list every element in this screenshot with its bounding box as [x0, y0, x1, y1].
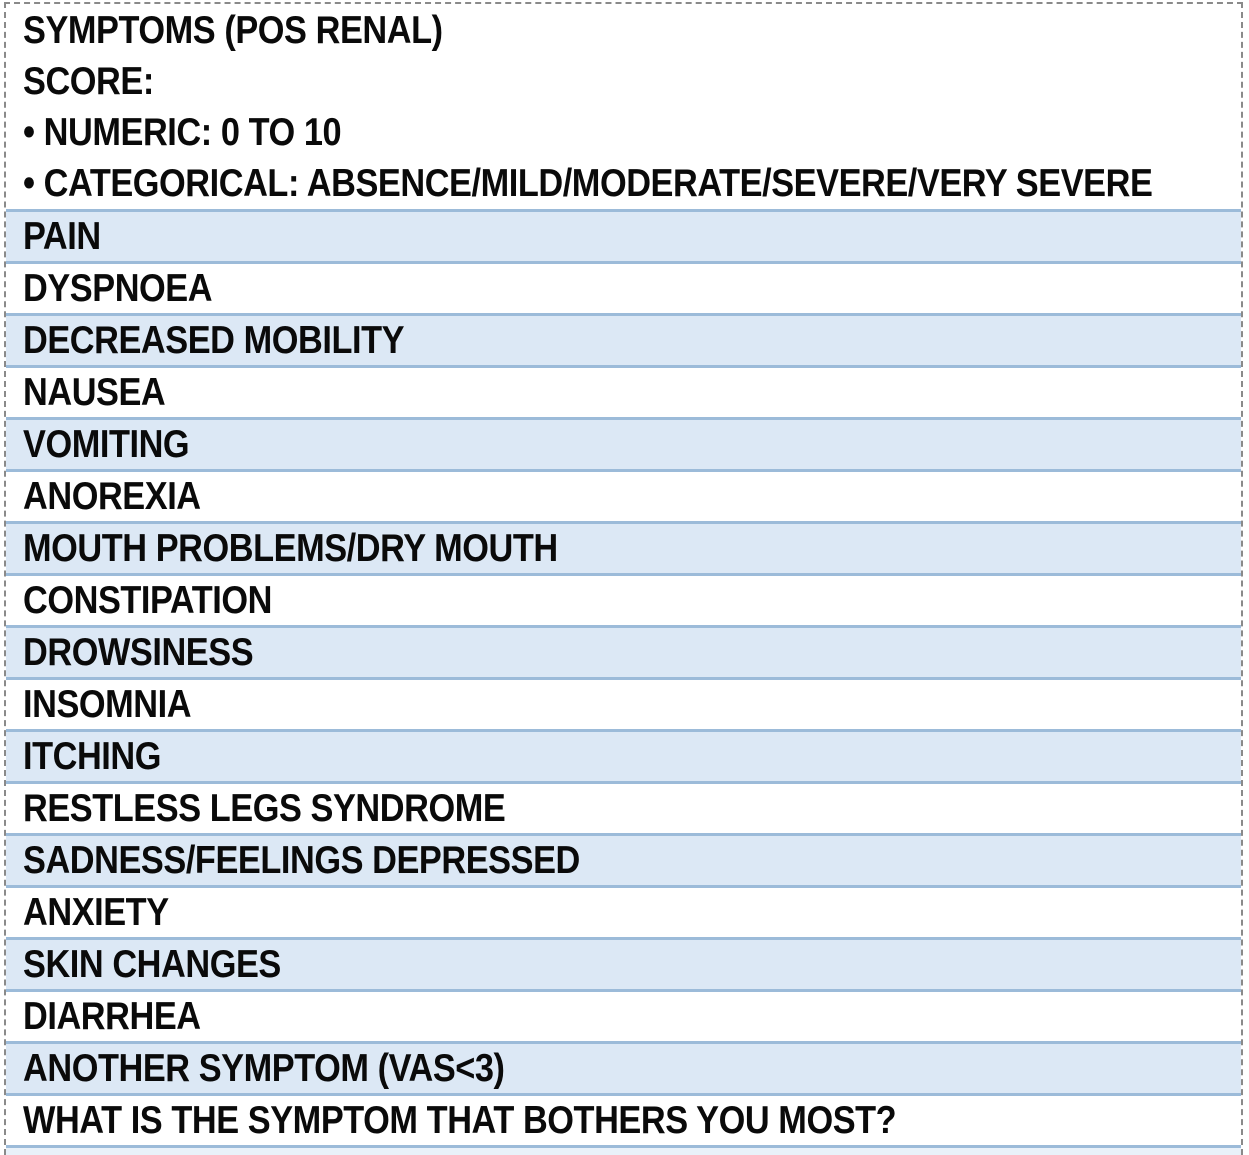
row-label: ANOTHER SYMPTOM (VAS<3) — [23, 1047, 505, 1090]
row-label: SADNESS/FEELINGS DEPRESSED — [23, 839, 580, 882]
table-header: SYMPTOMS (POS RENAL) SCORE: • NUMERIC: 0… — [6, 4, 1241, 209]
table-row: ANOTHER SYMPTOM (VAS<3) — [6, 1041, 1241, 1093]
row-label: SKIN CHANGES — [23, 943, 281, 986]
row-label: ITCHING — [23, 735, 162, 778]
row-label: INSOMNIA — [23, 683, 192, 726]
table-row: CONSTIPATION — [6, 573, 1241, 625]
row-label: ANOREXIA — [23, 475, 201, 518]
row-label: DROWSINESS — [23, 631, 254, 674]
table-row: ITCHING — [6, 729, 1241, 781]
bottom-partial-row — [6, 1148, 1241, 1155]
table-row: DIARRHEA — [6, 989, 1241, 1041]
symptom-rows: PAIN DYSPNOEA DECREASED MOBILITY NAUSEA … — [6, 209, 1241, 1145]
table-frame: SYMPTOMS (POS RENAL) SCORE: • NUMERIC: 0… — [4, 2, 1243, 1155]
row-label: PAIN — [23, 215, 101, 258]
table-row: DYSPNOEA — [6, 261, 1241, 313]
row-label: DECREASED MOBILITY — [23, 319, 405, 362]
score-label: SCORE: — [6, 56, 1241, 107]
score-label-text: SCORE: — [23, 60, 154, 103]
table-row: SKIN CHANGES — [6, 937, 1241, 989]
table-row: SADNESS/FEELINGS DEPRESSED — [6, 833, 1241, 885]
table-row: DROWSINESS — [6, 625, 1241, 677]
table-row: VOMITING — [6, 417, 1241, 469]
table-title: SYMPTOMS (POS RENAL) — [6, 5, 1241, 56]
score-categorical-bullet: • CATEGORICAL: ABSENCE/MILD/MODERATE/SEV… — [6, 158, 1241, 209]
row-label: DIARRHEA — [23, 995, 201, 1038]
table-row: RESTLESS LEGS SYNDROME — [6, 781, 1241, 833]
row-label: CONSTIPATION — [23, 579, 272, 622]
table-row: MOUTH PROBLEMS/DRY MOUTH — [6, 521, 1241, 573]
row-label: MOUTH PROBLEMS/DRY MOUTH — [23, 527, 558, 570]
table-bottom-border — [6, 1145, 1241, 1148]
table-row: PAIN — [6, 209, 1241, 261]
row-label: RESTLESS LEGS SYNDROME — [23, 787, 506, 830]
table-row: DECREASED MOBILITY — [6, 313, 1241, 365]
table-row: INSOMNIA — [6, 677, 1241, 729]
row-label: NAUSEA — [23, 371, 166, 414]
row-label: ANXIETY — [23, 891, 169, 934]
table-row: WHAT IS THE SYMPTOM THAT BOTHERS YOU MOS… — [6, 1093, 1241, 1145]
row-label: WHAT IS THE SYMPTOM THAT BOTHERS YOU MOS… — [23, 1099, 897, 1142]
score-categorical-text: • CATEGORICAL: ABSENCE/MILD/MODERATE/SEV… — [23, 162, 1153, 205]
row-label: DYSPNOEA — [23, 267, 213, 310]
score-numeric-text: • NUMERIC: 0 TO 10 — [23, 111, 342, 154]
score-numeric-bullet: • NUMERIC: 0 TO 10 — [6, 107, 1241, 158]
table-row: ANOREXIA — [6, 469, 1241, 521]
table-row: ANXIETY — [6, 885, 1241, 937]
row-label: VOMITING — [23, 423, 190, 466]
table-title-text: SYMPTOMS (POS RENAL) — [23, 9, 443, 52]
table-row: NAUSEA — [6, 365, 1241, 417]
